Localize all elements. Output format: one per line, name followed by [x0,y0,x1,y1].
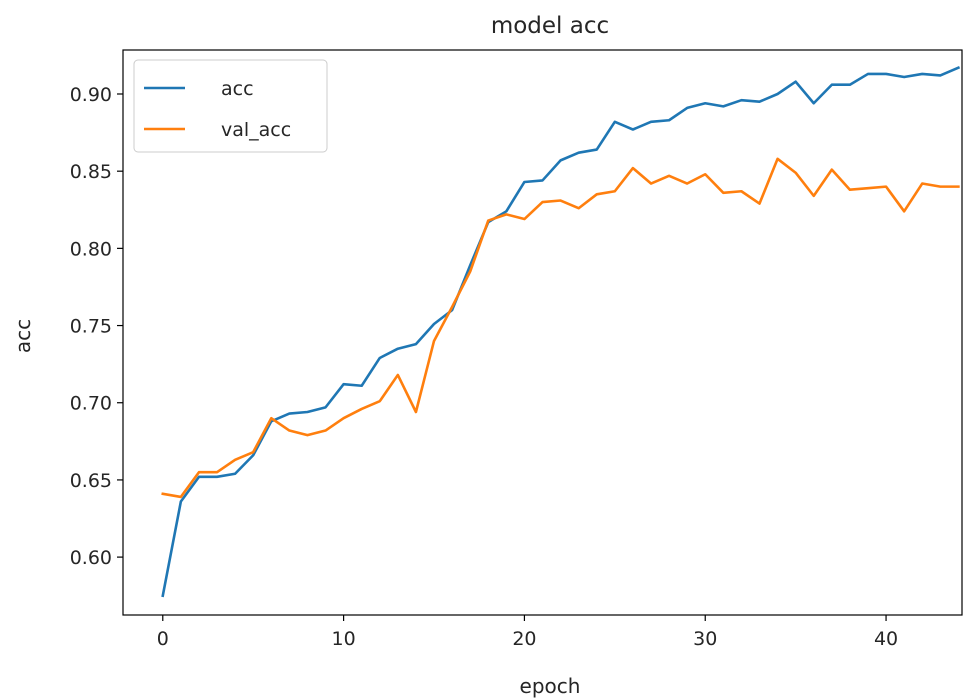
x-tick-label: 30 [693,628,717,650]
series-line-acc [161,66,961,598]
y-tick-label: 0.65 [70,470,112,492]
series-line-val-acc [161,157,960,499]
x-tick-label: 0 [157,628,169,650]
legend-label-val-acc: val_acc [221,119,291,141]
y-tick-label: 0.75 [70,316,112,338]
plot-frame [122,49,963,616]
y-tick-label: 0.80 [70,238,112,260]
x-tick-label: 20 [512,628,536,650]
x-tick-label: 10 [332,628,356,650]
x-axis-title: epoch [520,674,581,698]
y-tick-label: 0.85 [70,161,112,183]
x-tick-label: 40 [874,628,898,650]
y-tick-label: 0.60 [70,547,112,569]
legend-label-acc: acc [221,78,254,100]
legend: acc val_acc [133,59,328,153]
y-axis-title: acc [11,319,35,353]
y-tick-label: 0.90 [70,84,112,106]
chart-title: model acc [491,13,609,39]
y-tick-label: 0.70 [70,393,112,415]
